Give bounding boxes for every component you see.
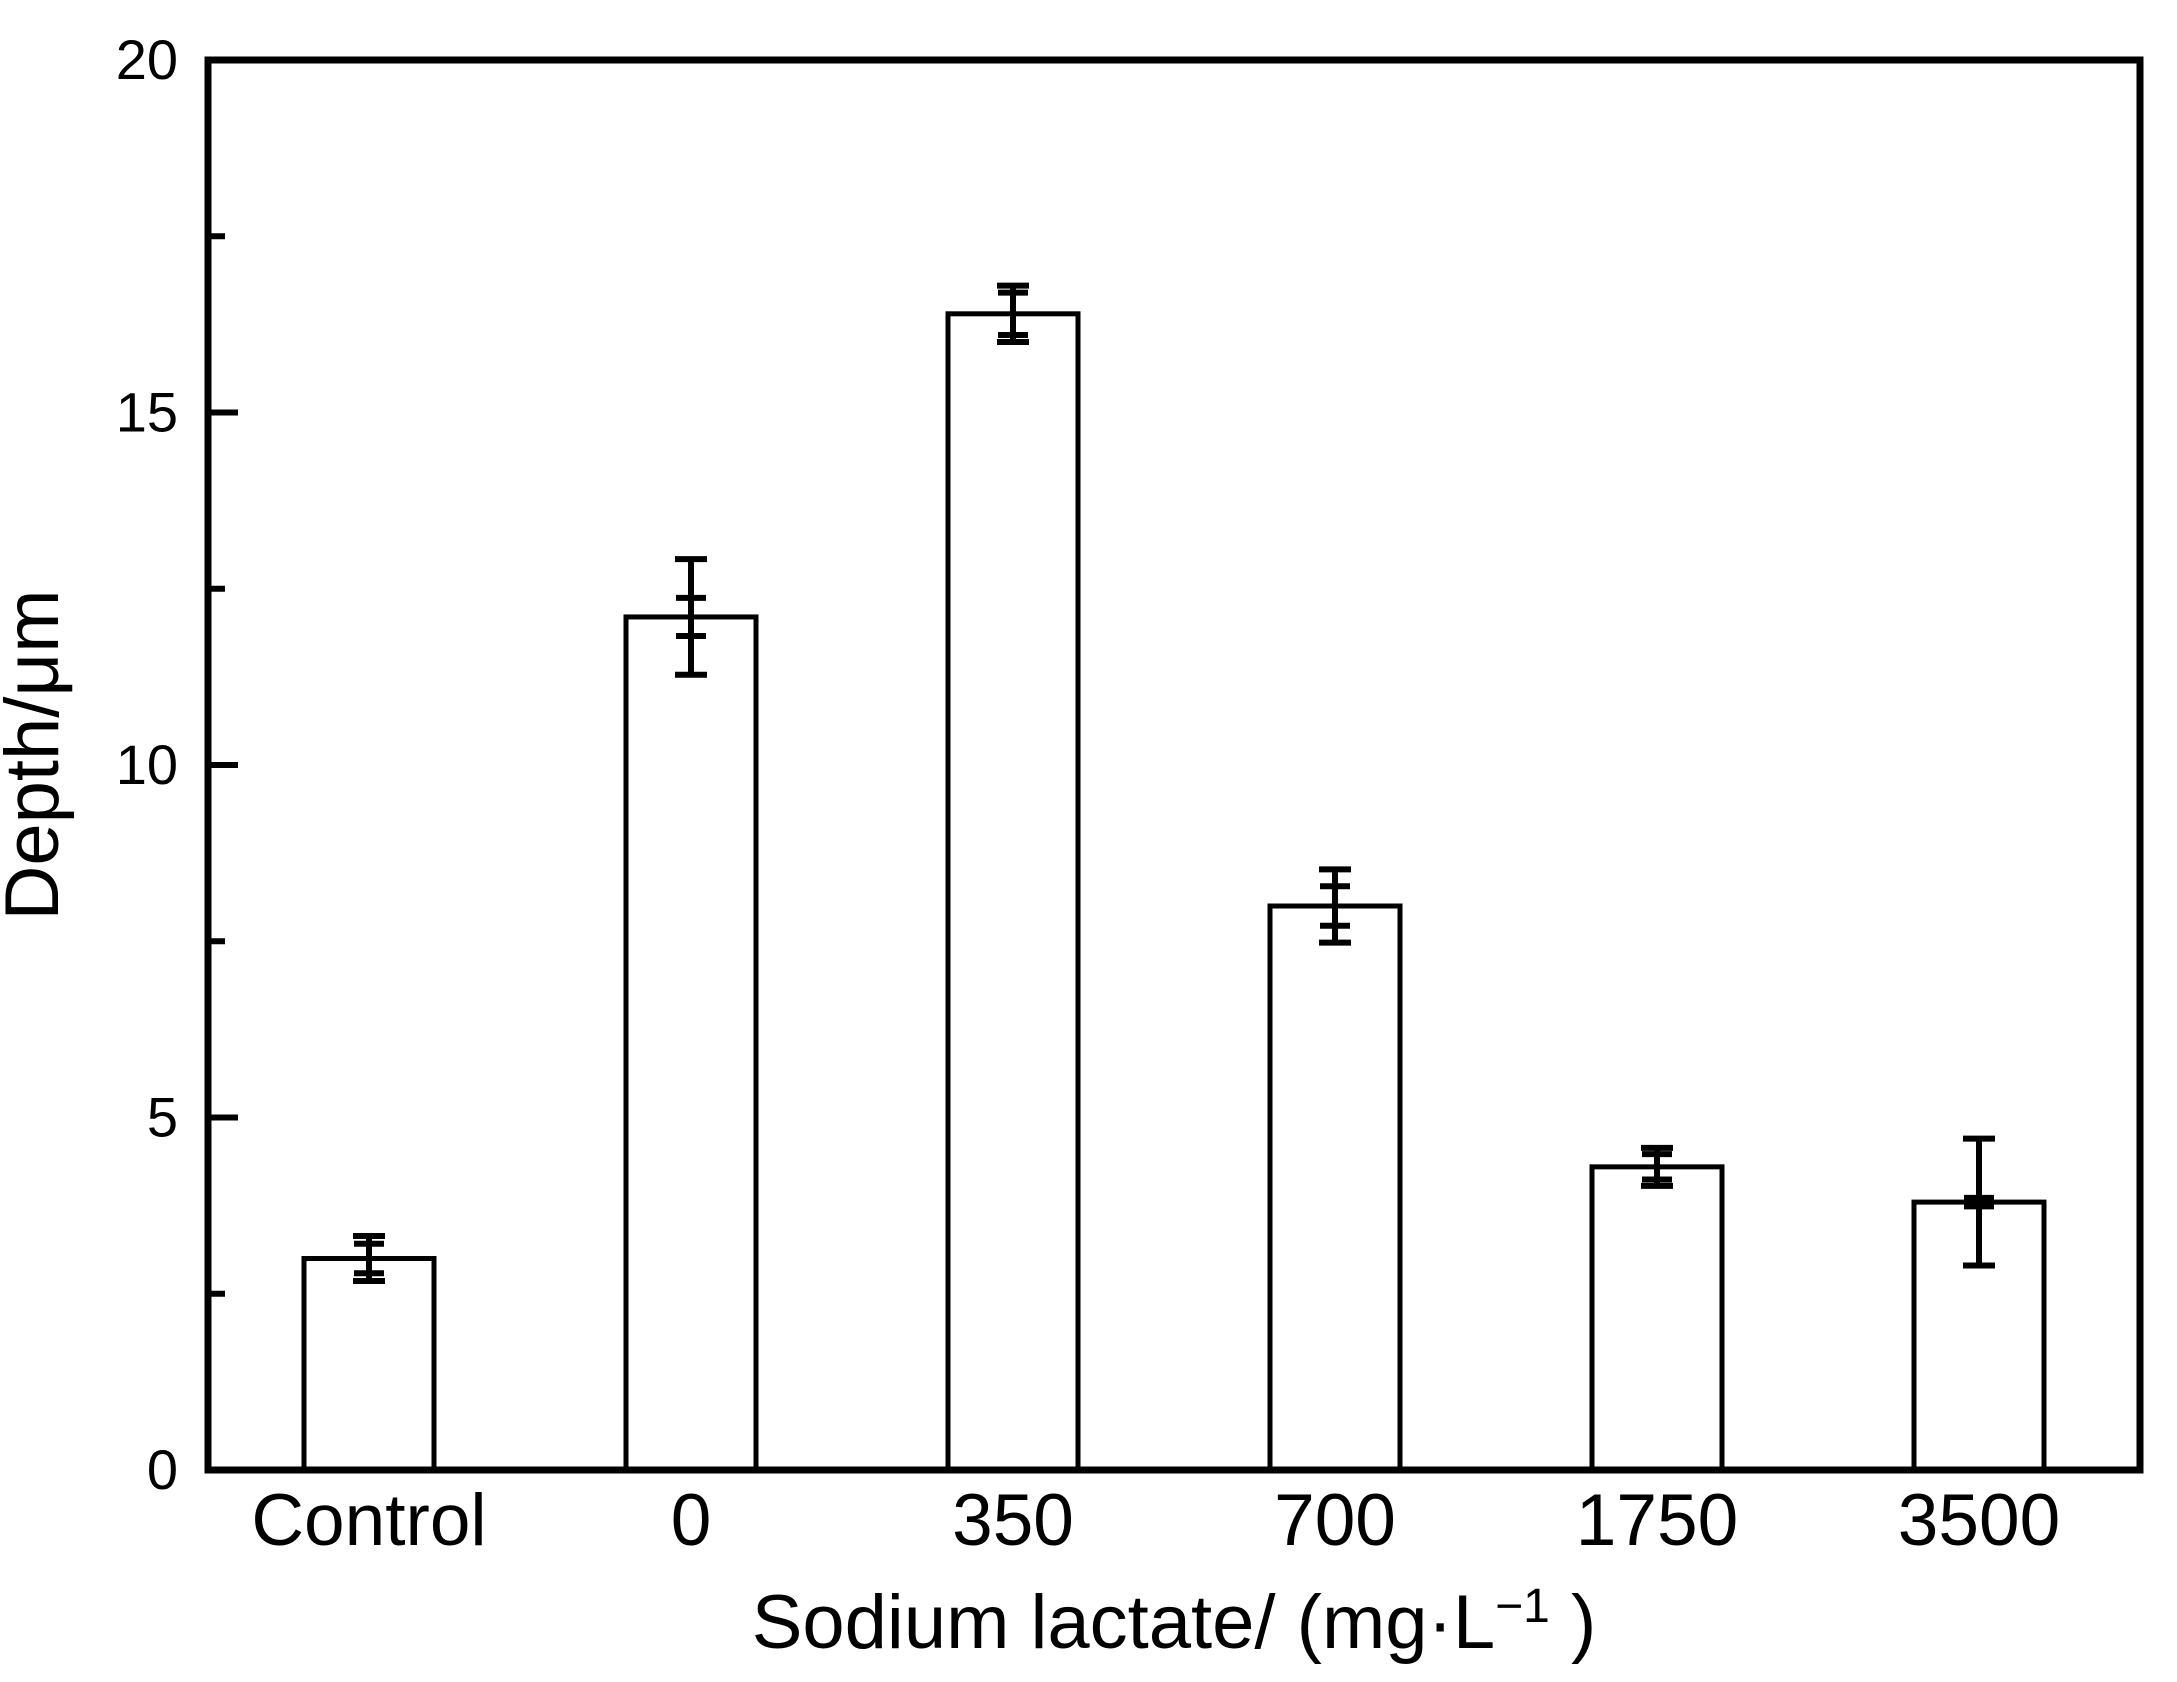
bars-group [301,311,2047,1473]
x-tick-label: 350 [952,1480,1074,1561]
x-axis-title-prefix: Sodium lactate/ (mg·L [752,1580,1495,1665]
x-axis-title: Sodium lactate/ (mg·L−1 ) [752,1580,1597,1665]
y-axis-ticks [208,233,238,1297]
x-tick-label: Control [251,1480,486,1561]
x-tick-label: 1750 [1576,1480,1738,1561]
y-tick-label: 15 [116,381,178,444]
bar-700 [1267,903,1403,1473]
y-axis-title: Depth/μm [0,589,75,920]
plot-frame [204,56,2144,1474]
x-tick-labels: Control 0 350 700 1750 3500 [251,1480,2060,1561]
x-axis-title-superscript: −1 [1495,1580,1550,1633]
x-tick-label: 3500 [1898,1480,2060,1561]
y-tick-label: 10 [116,733,178,796]
bar-1750 [1589,1164,1725,1473]
bar-0 [623,614,759,1473]
bar-control [301,1256,437,1473]
error-bars-group [353,282,1995,1285]
x-tick-label: 700 [1274,1480,1396,1561]
bar-350 [945,311,1081,1473]
y-tick-label: 5 [147,1086,178,1149]
x-axis-title-suffix: ) [1550,1580,1596,1665]
y-tick-label: 20 [116,28,178,91]
y-tick-labels: 0 5 10 15 20 [116,28,178,1501]
x-tick-label: 0 [671,1480,712,1561]
y-tick-label: 0 [147,1438,178,1501]
